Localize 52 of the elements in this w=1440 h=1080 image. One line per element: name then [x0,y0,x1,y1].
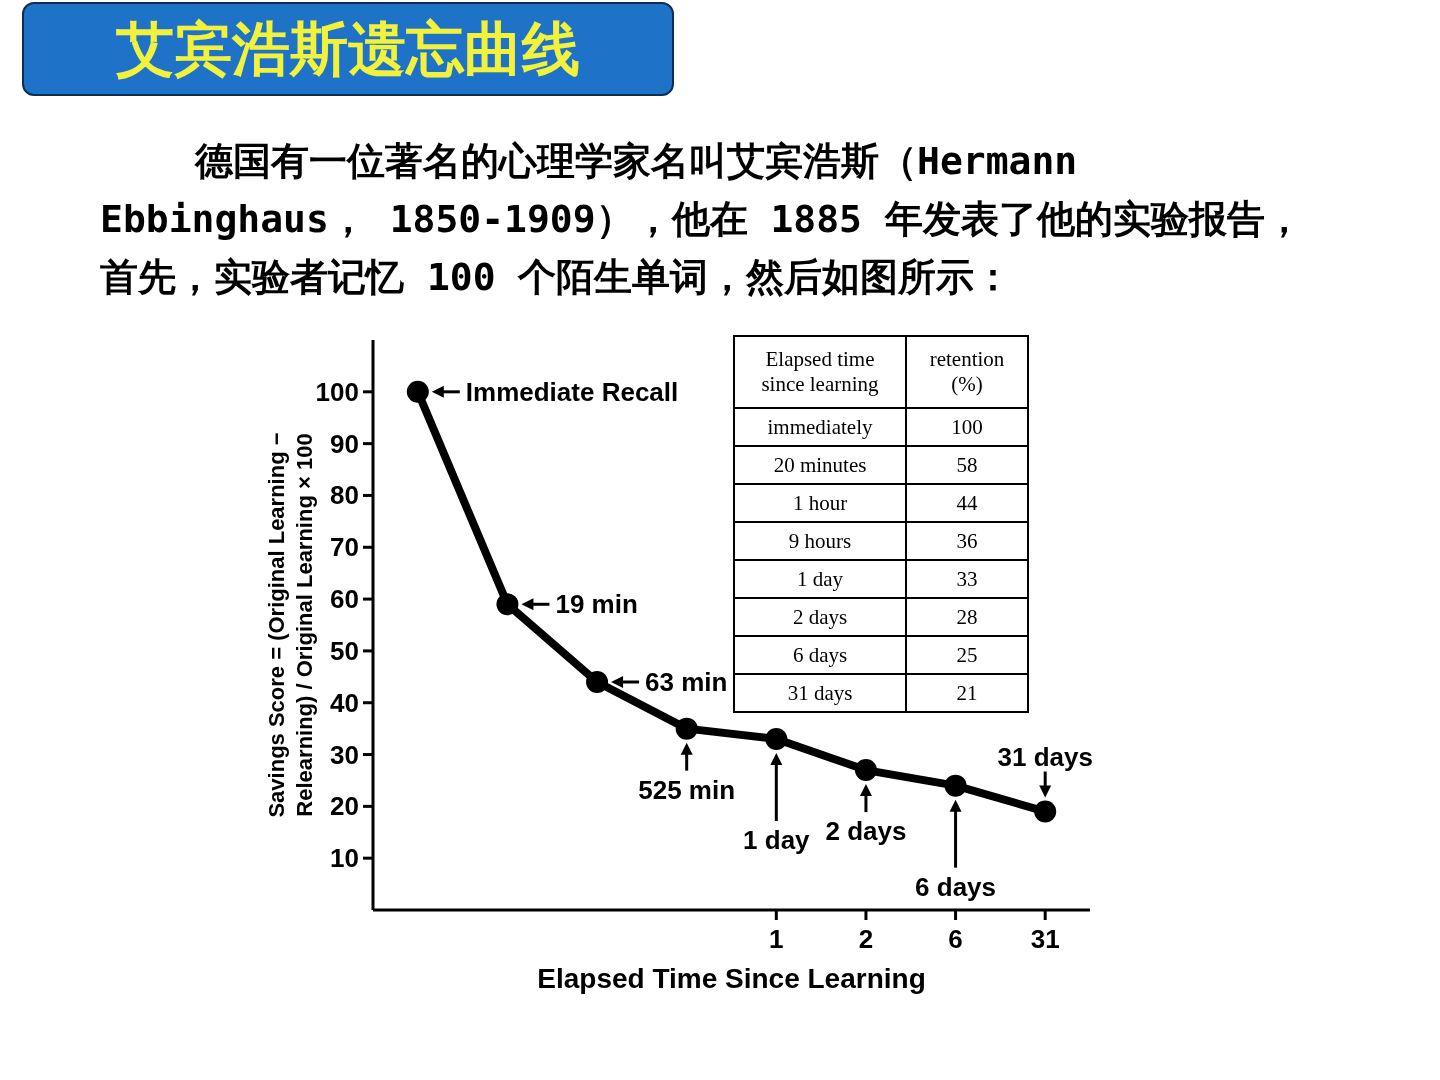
category-label: 31 days [734,674,906,712]
data-label: 21 [906,674,1028,712]
y-tick-label: 80 [330,480,359,511]
category-label: 2 days [734,598,906,636]
y-tick-label: 50 [330,635,359,666]
x-tick-label: 6 [948,924,963,954]
annotation: 1 day [743,825,811,855]
category-label: 1 hour [734,484,906,522]
y-tick-label: 20 [330,791,359,822]
data-label: 36 [906,522,1028,560]
annotation: 31 days [997,741,1093,772]
y-axis-title: Savings Score = (Original Learning − Relearning) / Original Learning × 100 [264,432,317,818]
x-axis-title: Elapsed Time Since Learning [537,963,926,994]
category-label: immediately [734,408,906,446]
annotation: 19 min [555,589,638,620]
point [1034,800,1057,823]
annotation: 63 min [645,667,728,697]
y-tick-label: 90 [330,428,359,459]
category-label: 1 day [734,560,906,598]
point [675,717,698,740]
category-label: 20 minutes [734,446,906,484]
point [765,728,788,750]
x-tick-label: 31 [1030,924,1060,954]
y-tick-label: 100 [315,376,359,407]
annotation: 6 days [915,871,997,902]
category-label: 9 hours [734,522,906,560]
data-label: 44 [906,484,1028,522]
chart-title: 艾宾浩斯遗忘曲线 [22,2,674,96]
y-tick-label: 40 [330,687,359,718]
point [854,759,877,782]
annotation: Immediate Recall [465,376,679,407]
data-label: 28 [906,598,1028,636]
y-tick-label: 60 [330,584,359,615]
x-tick-label: 2 [858,924,874,954]
data-label: 58 [906,446,1028,484]
data-label: 33 [906,560,1028,598]
y-tick-label: 30 [330,739,359,770]
data-label: 100 [906,408,1028,446]
text: retention (%) [906,336,1028,408]
y-tick-label: 10 [330,843,359,874]
data-label: 25 [906,636,1028,674]
point [496,593,519,616]
chart-subtitle: 德国有一位著名的心理学家名叫艾宾浩斯（Hermann Ebbinghaus， 1850-1909），他在 1885 年发表了他的实验报告，首先，实验者记忆 100 个陌生单词，然后如图所示： [100,138,1304,301]
text: Elapsed time since learning [734,336,906,408]
y-tick-label: 70 [330,532,359,563]
point [406,380,429,403]
annotation: 525 min [638,774,736,805]
x-tick-label: 1 [769,924,784,954]
point [586,671,609,693]
category-label: 6 days [734,636,906,674]
point [944,774,967,797]
annotation: 2 days [825,816,907,847]
